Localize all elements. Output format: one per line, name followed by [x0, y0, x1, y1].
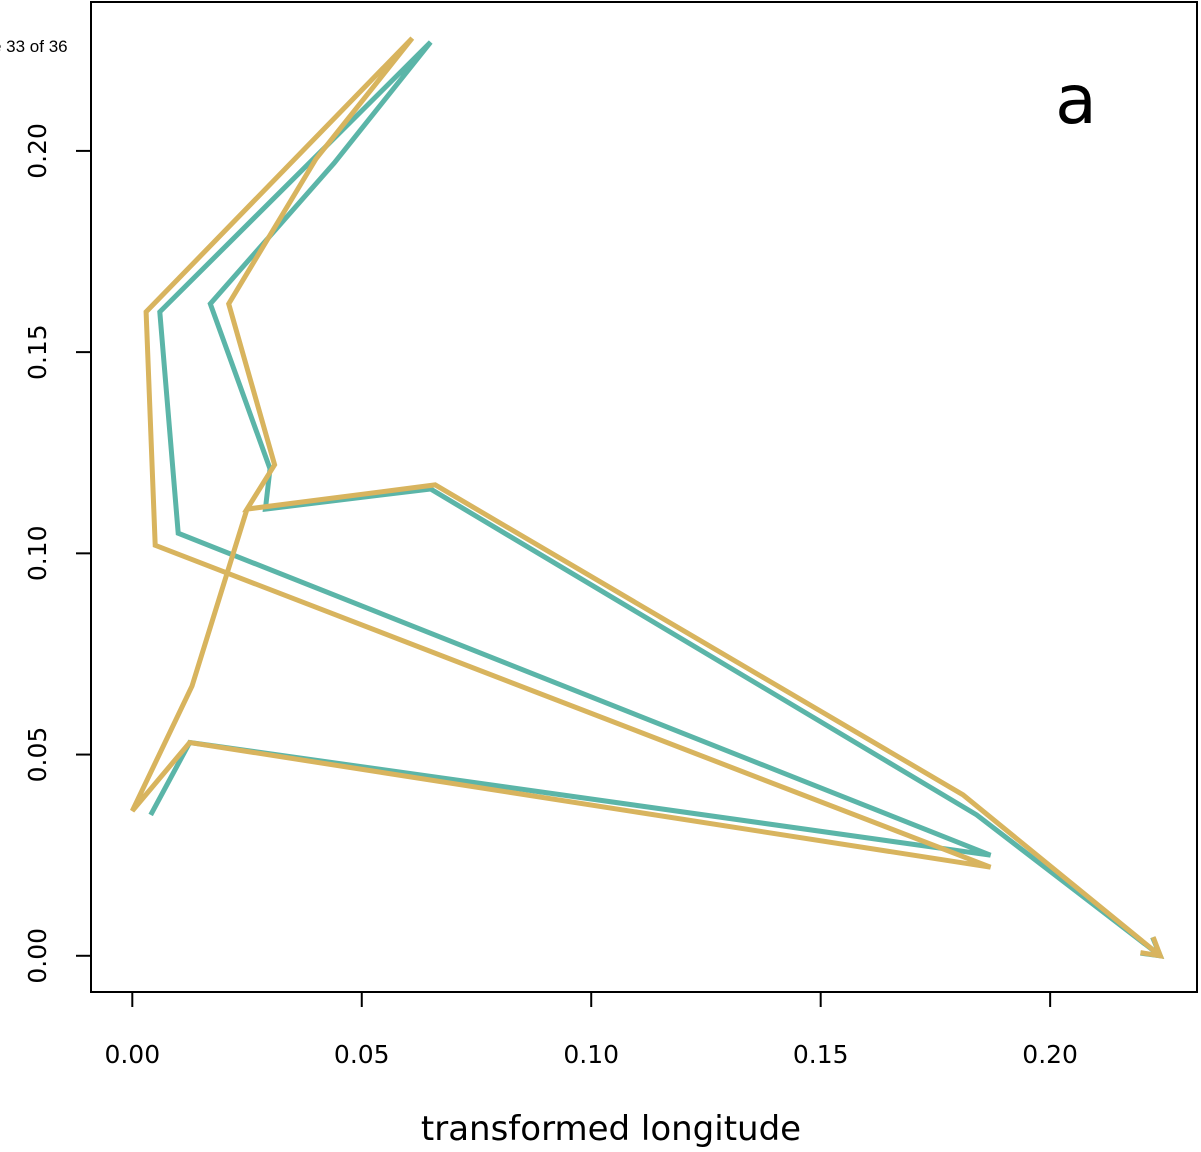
y-tick-label: 0.20	[23, 123, 52, 179]
y-tick-label: 0.00	[23, 928, 52, 984]
x-axis: 0.00 0.05 0.10 0.15 0.20	[104, 991, 1078, 1069]
x-tick-label: 0.00	[104, 1040, 160, 1069]
page-note: e 33 of 36	[0, 37, 68, 56]
series-layer	[130, 36, 1165, 959]
series-2	[130, 36, 1165, 959]
y-tick-label: 0.05	[23, 727, 52, 783]
y-tick-label: 0.15	[23, 324, 52, 380]
y-axis: 0.00 0.05 0.10 0.15 0.20	[23, 123, 92, 984]
x-tick-label: 0.20	[1022, 1040, 1078, 1069]
x-tick-label: 0.15	[793, 1040, 849, 1069]
x-tick-label: 0.05	[334, 1040, 390, 1069]
x-axis-title: transformed longitude	[421, 1109, 801, 1149]
y-tick-label: 0.10	[23, 526, 52, 582]
series-line	[130, 36, 1162, 958]
arrow-head	[1140, 936, 1165, 959]
panel-label: a	[1055, 61, 1097, 140]
x-tick-label: 0.10	[563, 1040, 619, 1069]
